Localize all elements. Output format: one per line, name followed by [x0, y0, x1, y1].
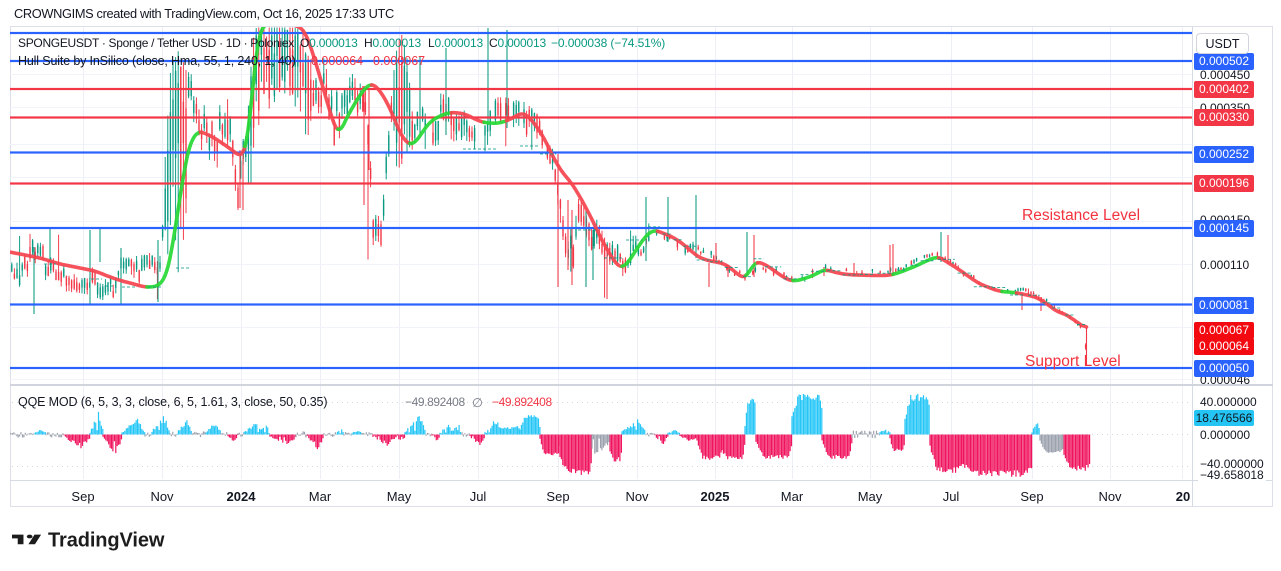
svg-text:TradingView: TradingView	[48, 531, 165, 551]
